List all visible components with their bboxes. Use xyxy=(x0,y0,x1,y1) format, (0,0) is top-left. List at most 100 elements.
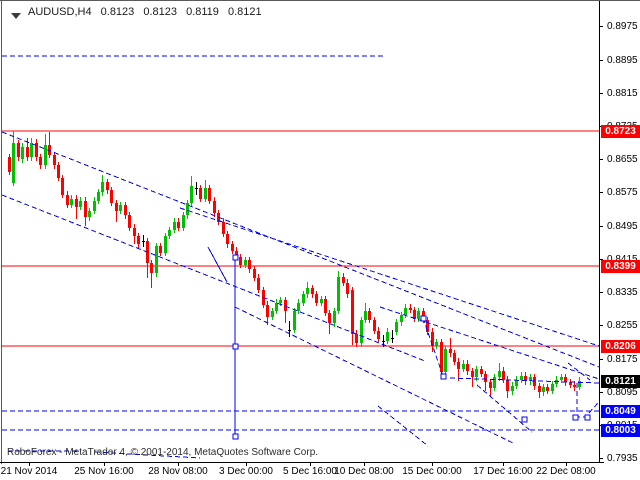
trend-line-dashed[interactable] xyxy=(1,131,600,368)
price-axis-label: 0.8975 xyxy=(607,21,638,32)
candle-body xyxy=(12,143,15,183)
candle-body xyxy=(30,143,33,157)
candle-body xyxy=(35,143,38,157)
candle-body xyxy=(226,234,229,244)
time-axis-label: 28 Nov 08:00 xyxy=(148,466,208,477)
candle-body xyxy=(231,244,234,251)
time-axis-label: 15 Dec 00:00 xyxy=(402,466,462,477)
candle-body xyxy=(386,332,389,341)
candle-body xyxy=(449,349,452,353)
trend-line-dashed[interactable] xyxy=(588,402,599,414)
candle-body xyxy=(400,315,403,322)
trend-line-dashed[interactable] xyxy=(422,317,444,377)
price-axis-label: 0.8495 xyxy=(607,221,638,232)
candle-body xyxy=(515,380,518,386)
trend-line-solid[interactable] xyxy=(207,246,228,283)
candle-body xyxy=(453,353,456,362)
window-border-top xyxy=(0,0,640,1)
candle-body xyxy=(119,205,122,211)
candle-body xyxy=(137,236,140,244)
price-axis-label: 0.8575 xyxy=(607,187,638,198)
copyright-watermark: RoboForex - MetaTrader 4, © 2001-2014, M… xyxy=(7,447,319,458)
time-axis-label: 21 Nov 2014 xyxy=(0,466,58,477)
trend-line-dashed[interactable] xyxy=(379,306,600,380)
candle-body xyxy=(101,182,104,192)
candle-body xyxy=(493,377,496,388)
trend-line-dashed[interactable] xyxy=(449,377,600,384)
chart-symbol-dropdown-icon[interactable] xyxy=(11,13,21,19)
candle-body xyxy=(480,369,483,374)
candle-body xyxy=(546,387,549,391)
candle-body xyxy=(173,222,176,230)
candle-body xyxy=(413,310,416,319)
candle-body xyxy=(538,386,541,392)
candle-body xyxy=(457,362,460,369)
time-axis-label: 3 Dec 00:00 xyxy=(219,466,273,477)
object-handle-square[interactable] xyxy=(232,254,239,261)
candle-body xyxy=(320,299,323,303)
candle-body xyxy=(79,201,82,207)
price-axis-label: 0.8655 xyxy=(607,154,638,165)
candle-body xyxy=(311,288,314,294)
candle-body xyxy=(506,380,509,391)
candle-body xyxy=(213,201,216,213)
candle-body xyxy=(21,147,24,159)
candle-body xyxy=(168,230,171,236)
candle-body xyxy=(368,311,371,320)
candle-body xyxy=(462,364,465,369)
candle-body xyxy=(578,381,581,387)
trend-line-dashed[interactable] xyxy=(377,405,429,447)
price-axis-label: 0.8815 xyxy=(607,88,638,99)
candle-body xyxy=(502,371,505,380)
candle-body xyxy=(306,288,309,294)
price-level-badge: 0.8723 xyxy=(601,125,640,138)
price-axis-label: 0.8255 xyxy=(607,320,638,331)
object-handle-square[interactable] xyxy=(521,416,528,423)
object-handle-square[interactable] xyxy=(584,414,591,421)
time-axis-label: 10 Dec 08:00 xyxy=(334,466,394,477)
candle-body xyxy=(475,369,478,377)
trend-line-dashed[interactable] xyxy=(234,306,516,445)
quote-low: 0.8119 xyxy=(186,6,219,18)
time-axis-label: 17 Dec 16:00 xyxy=(473,466,533,477)
candle-body xyxy=(253,269,256,278)
candle-body xyxy=(53,155,56,165)
candle-body xyxy=(324,299,327,313)
candle-body xyxy=(88,211,91,217)
candle-body xyxy=(150,263,153,273)
trend-line-dashed[interactable] xyxy=(94,451,201,459)
candle-body xyxy=(275,303,278,311)
time-axis-label: 22 Dec 08:00 xyxy=(536,466,596,477)
candle-body xyxy=(560,377,563,380)
candle-body xyxy=(511,386,514,391)
candle-body xyxy=(293,311,296,330)
price-axis-label: 0.8415 xyxy=(607,253,638,266)
candle-body xyxy=(484,374,487,382)
trend-line-dashed[interactable] xyxy=(567,362,591,381)
object-handle-square[interactable] xyxy=(232,433,239,440)
object-handle-square[interactable] xyxy=(572,414,579,421)
candle-body xyxy=(498,371,501,377)
candle-body xyxy=(542,387,545,392)
candle-body xyxy=(346,283,349,294)
price-level-badge: 0.8121 xyxy=(601,375,640,388)
price-level-badge: 0.8003 xyxy=(601,424,640,437)
candle-body xyxy=(164,236,167,253)
candle-body xyxy=(124,205,127,215)
quote-high: 0.8123 xyxy=(143,6,178,18)
candle-body xyxy=(377,331,380,339)
trend-line-dashed[interactable] xyxy=(179,207,600,347)
object-handle-square[interactable] xyxy=(420,315,427,322)
price-axis-label: 0.8335 xyxy=(607,287,638,298)
trend-line-dashed[interactable] xyxy=(476,384,533,433)
object-handle-square[interactable] xyxy=(232,343,239,350)
candle-body xyxy=(110,190,113,203)
object-handle-square[interactable] xyxy=(440,373,447,380)
candle-body xyxy=(133,228,136,236)
price-axis-label: 0.7935 xyxy=(607,453,638,464)
trend-line-dashed[interactable] xyxy=(1,194,426,362)
candle-body xyxy=(284,300,287,311)
candle-body xyxy=(302,294,305,303)
